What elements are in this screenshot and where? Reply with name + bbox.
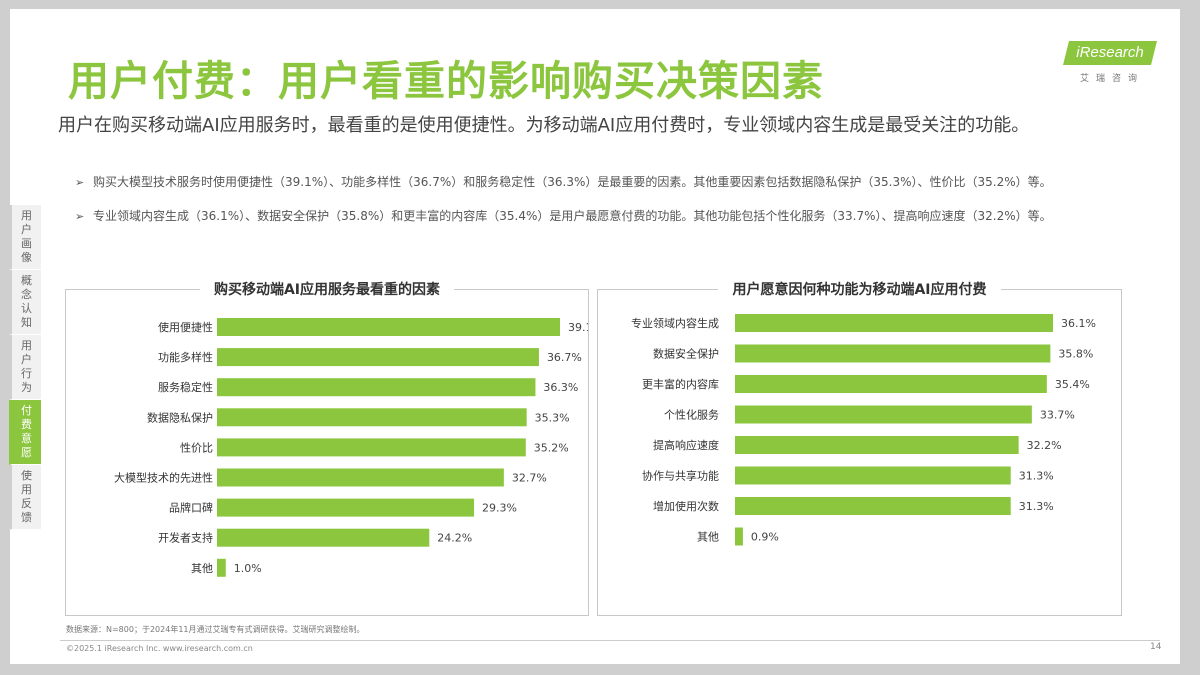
nav-item-label: 用户画像 xyxy=(21,209,32,264)
value-label: 36.7% xyxy=(547,351,582,364)
category-label: 协作与共享功能 xyxy=(642,469,719,483)
nav-item-label: 付费意愿 xyxy=(21,404,32,459)
bar xyxy=(217,528,430,547)
category-label: 性价比 xyxy=(180,440,213,454)
arrow-bullet-icon: ➢ xyxy=(75,210,85,223)
category-label: 开发者支持 xyxy=(158,531,213,545)
bar-chart-paid-features: 专业领域内容生成 36.1% 数据安全保护 35.8% 更丰富的内容库 35.4% 个性化服… xyxy=(631,314,1096,546)
bar xyxy=(735,497,1011,515)
category-label: 更丰富的内容库 xyxy=(642,377,719,391)
nav-item-payment[interactable]: 付费意愿 xyxy=(9,400,41,465)
bullet-text: 购买大模型技术服务时使用便捷性（39.1%）、功能多样性（36.7%）和服务稳定… xyxy=(93,175,1052,189)
value-label: 0.9% xyxy=(751,531,779,544)
category-label: 增加使用次数 xyxy=(653,499,719,513)
bar xyxy=(735,466,1011,485)
section-nav: 用户画像 概念认知 用户行为 付费意愿 使用反馈 xyxy=(9,205,41,530)
logo-brand-text: iResearch xyxy=(1076,44,1144,61)
bar xyxy=(217,348,539,367)
bar xyxy=(735,436,1019,454)
bar xyxy=(217,378,536,397)
value-label: 35.2% xyxy=(534,441,569,454)
bar-chart-purchase-factors: 使用便捷性 39.1% 功能多样性 36.7% 服务稳定性 36.3% 数据隐私保护 35.3… xyxy=(114,318,588,577)
value-label: 35.3% xyxy=(535,411,570,424)
value-label: 36.1% xyxy=(1061,317,1096,330)
category-label: 大模型技术的先进性 xyxy=(114,471,213,485)
copyright-text: ©2025.1 iResearch Inc. www.iresearch.com… xyxy=(66,644,253,653)
bar xyxy=(735,375,1047,393)
category-label: 专业领域内容生成 xyxy=(631,316,719,330)
category-label: 其他 xyxy=(191,562,213,575)
value-label: 33.7% xyxy=(1040,409,1075,422)
nav-item-label: 用户行为 xyxy=(21,339,32,394)
page-title: 用户付费：用户看重的影响购买决策因素 xyxy=(68,57,824,105)
data-source-note: 数据来源：N=800；于2024年11月通过艾瑞专有式调研获得。艾瑞研究调整绘制… xyxy=(66,625,365,634)
value-label: 35.8% xyxy=(1058,348,1093,361)
nav-item-label: 使用反馈 xyxy=(21,469,32,524)
category-label: 数据隐私保护 xyxy=(147,410,213,424)
category-label: 品牌口碑 xyxy=(169,501,213,515)
value-label: 31.3% xyxy=(1019,500,1054,513)
category-label: 个性化服务 xyxy=(664,408,719,422)
summary-text: 用户在购买移动端AI应用服务时，最看重的是使用便捷性。为移动端AI应用付费时，专… xyxy=(58,115,1030,136)
bar xyxy=(217,468,504,487)
value-label: 35.4% xyxy=(1055,378,1090,391)
iresearch-logo: iResearch 艾瑞咨询 xyxy=(1062,39,1162,91)
bar xyxy=(217,408,527,427)
nav-item-user-profile[interactable]: 用户画像 xyxy=(9,205,41,270)
bar xyxy=(217,318,560,336)
bar xyxy=(735,344,1051,363)
logo-brand-badge: iResearch xyxy=(1063,41,1157,65)
footer-divider xyxy=(60,640,1160,641)
value-label: 32.2% xyxy=(1027,439,1062,452)
arrow-bullet-icon: ➢ xyxy=(75,176,85,189)
bar xyxy=(735,527,743,546)
chart-title: 用户愿意因何种功能为移动端AI应用付费 xyxy=(718,282,1001,298)
value-label: 31.3% xyxy=(1019,470,1054,483)
logo-subtitle: 艾瑞咨询 xyxy=(1079,74,1144,84)
category-label: 提高响应速度 xyxy=(653,438,719,452)
chart-panel-purchase-factors: 使用便捷性 39.1% 功能多样性 36.7% 服务稳定性 36.3% 数据隐私保护 35.3… xyxy=(65,282,589,616)
bullet-text: 专业领域内容生成（36.1%）、数据安全保护（35.8%）和更丰富的内容库（35… xyxy=(93,209,1052,223)
category-label: 数据安全保护 xyxy=(653,347,719,361)
category-label: 使用便捷性 xyxy=(158,320,213,334)
page-number: 14 xyxy=(1150,642,1162,652)
value-label: 29.3% xyxy=(482,502,517,515)
nav-item-label: 概念认知 xyxy=(21,274,32,329)
value-label: 36.3% xyxy=(543,381,578,394)
bar xyxy=(735,405,1032,424)
value-label: 39.1% xyxy=(568,321,588,334)
category-label: 功能多样性 xyxy=(158,350,213,364)
chart-panel-paid-features: 专业领域内容生成 36.1% 数据安全保护 35.8% 更丰富的内容库 35.4% 个性化服… xyxy=(597,282,1122,616)
value-label: 1.0% xyxy=(234,562,262,575)
nav-item-behavior[interactable]: 用户行为 xyxy=(9,335,41,400)
nav-item-feedback[interactable]: 使用反馈 xyxy=(9,465,41,530)
bar xyxy=(735,314,1053,332)
category-label: 其他 xyxy=(697,531,719,544)
bar xyxy=(217,438,526,457)
chart-title: 购买移动端AI应用服务最看重的因素 xyxy=(199,282,455,298)
bar xyxy=(217,558,226,577)
bar xyxy=(217,498,475,517)
category-label: 服务稳定性 xyxy=(158,380,213,394)
value-label: 24.2% xyxy=(437,532,472,545)
value-label: 32.7% xyxy=(512,472,547,485)
nav-item-concept[interactable]: 概念认知 xyxy=(9,270,41,335)
